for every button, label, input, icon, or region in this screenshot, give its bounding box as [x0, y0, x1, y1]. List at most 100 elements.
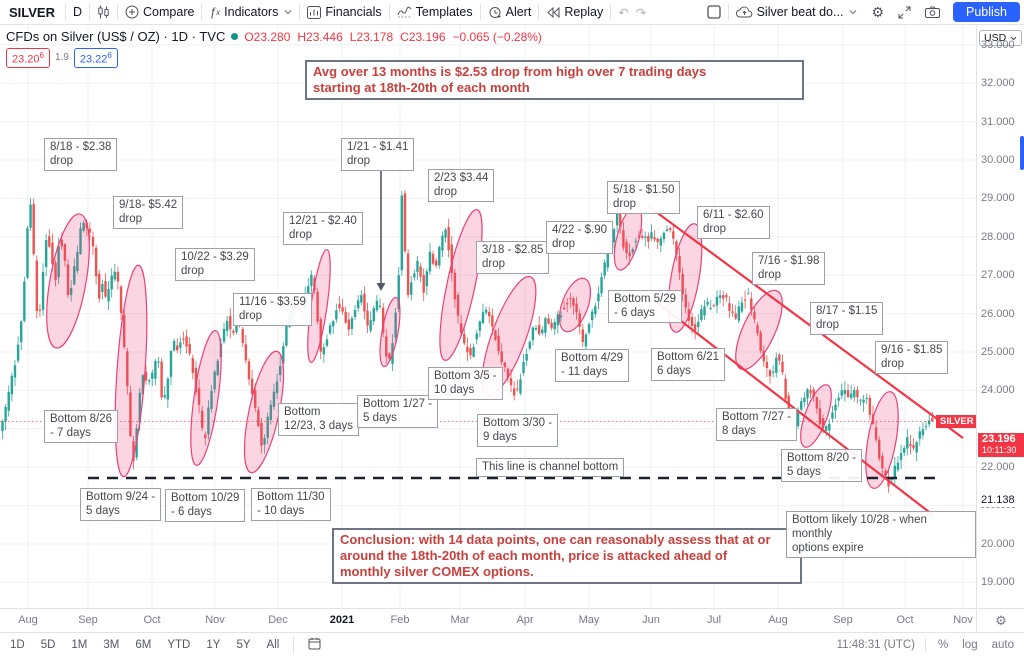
range-button-1y[interactable]: 1Y — [206, 639, 221, 651]
divider — [117, 4, 119, 20]
range-button-5d[interactable]: 5D — [40, 639, 56, 651]
percent-scale-button[interactable]: % — [938, 639, 949, 651]
divider — [925, 638, 927, 652]
layout-select-button[interactable] — [700, 0, 728, 24]
log-scale-button[interactable]: log — [962, 639, 978, 651]
divider — [89, 4, 91, 20]
auto-scale-button[interactable]: auto — [991, 639, 1014, 651]
chart-annotation[interactable]: Avg over 13 months is $2.53 drop from hi… — [305, 60, 804, 100]
rewind-icon — [547, 6, 560, 18]
bar-countdown: 10:11:30 — [982, 445, 1017, 455]
chart-annotation[interactable]: 9/18- $5.42 drop — [113, 196, 184, 229]
compare-button[interactable]: Compare — [118, 0, 201, 24]
replay-button[interactable]: Replay — [539, 0, 610, 24]
drop-ellipse[interactable] — [38, 211, 97, 351]
range-button-ytd[interactable]: YTD — [167, 639, 191, 651]
chart-annotation[interactable]: 11/16 - $3.59 drop — [233, 293, 312, 326]
interval-button[interactable]: D — [73, 5, 83, 19]
financials-button[interactable]: Financials — [300, 0, 388, 24]
chart-annotation[interactable]: 1/21 - $1.41 drop — [341, 138, 415, 171]
currency-selector[interactable]: USD — [979, 30, 1023, 46]
chart-annotation[interactable]: Bottom likely 10/28 - when monthly optio… — [786, 511, 976, 558]
range-button-1m[interactable]: 1M — [71, 639, 88, 651]
chart-annotation[interactable]: 8/17 - $1.15 drop — [810, 302, 884, 335]
chart-pane[interactable]: Avg over 13 months is $2.53 drop from hi… — [0, 0, 976, 608]
chart-annotation[interactable]: Bottom 3/5 - 10 days — [428, 367, 503, 400]
drop-ellipse[interactable] — [376, 296, 404, 368]
bar-chart-icon — [307, 5, 322, 19]
chart-annotation[interactable]: Bottom 11/30 - 10 days — [251, 488, 331, 521]
price-axis-label: 25.000 — [981, 346, 1015, 358]
chart-annotation[interactable]: Bottom 6/21 6 days — [651, 348, 726, 381]
drop-ellipse[interactable] — [794, 381, 837, 451]
drop-ellipse[interactable] — [110, 264, 153, 478]
sell-button[interactable]: 23.206 — [6, 48, 50, 68]
chart-annotation[interactable]: Bottom 3/30 - 9 days — [477, 414, 559, 447]
price-axis-label: 27.000 — [981, 269, 1015, 282]
chart-annotation[interactable]: 3/18 - $2.85 drop — [476, 241, 550, 274]
clock-utc[interactable]: 11:48:31 (UTC) — [836, 639, 916, 651]
symbol-search-button[interactable]: SILVER — [9, 4, 55, 20]
drop-ellipse[interactable] — [860, 389, 905, 490]
chart-annotation[interactable]: This line is channel bottom — [476, 458, 625, 477]
chart-settings-button[interactable]: ⚙ — [871, 3, 884, 20]
range-button-5y[interactable]: 5Y — [236, 639, 251, 651]
market-status-dot[interactable] — [231, 33, 239, 40]
divider — [201, 4, 203, 20]
time-axis-label: Aug — [18, 614, 38, 626]
axis-settings-corner[interactable]: ⚙ — [976, 608, 1024, 633]
scrollbar-thumb[interactable] — [1020, 136, 1024, 170]
time-axis-label: May — [578, 614, 600, 626]
chart-annotation[interactable]: Bottom 5/29 - 6 days — [608, 290, 683, 323]
chart-annotation[interactable]: Bottom 12/23, 3 days — [278, 403, 360, 436]
chart-annotation[interactable]: 6/11 - $2.60 drop — [697, 206, 770, 239]
gear-icon[interactable]: ⚙ — [995, 613, 1007, 628]
chart-annotation[interactable]: 7/16 - $1.98 drop — [752, 252, 826, 285]
drop-ellipse[interactable] — [553, 274, 597, 336]
chart-annotation[interactable]: Bottom 8/26 - 7 days — [44, 410, 119, 443]
chart-annotation[interactable]: 10/22 - $3.29 drop — [175, 248, 255, 281]
fullscreen-button[interactable] — [891, 0, 918, 24]
undo-button[interactable]: ↶ — [618, 5, 629, 20]
price-chart[interactable] — [0, 0, 976, 608]
chevron-down-icon — [850, 10, 857, 15]
drop-ellipse[interactable] — [726, 284, 791, 375]
time-axis-label: Dec — [268, 614, 288, 626]
chart-annotation[interactable]: Bottom 8/20 - 5 days — [781, 449, 863, 482]
redo-button[interactable]: ↷ — [635, 5, 647, 20]
low-value: L23.178 — [349, 29, 394, 44]
chart-annotation[interactable]: Bottom 10/29 - 6 days — [165, 489, 246, 522]
range-button-1d[interactable]: 1D — [10, 639, 25, 651]
price-axis[interactable]: USD 23.196 10:11:30 33.000 32.000 31.000 30… — [976, 24, 1024, 608]
chart-annotation[interactable]: Conclusion: with 14 data points, one can… — [332, 528, 802, 584]
range-button-6m[interactable]: 6M — [135, 639, 152, 651]
go-to-date-button[interactable] — [300, 635, 329, 655]
time-axis[interactable]: Aug Sep Oct Nov Dec 2021 Feb Mar Apr May Jun Jul Aug… — [0, 608, 976, 633]
range-button-3m[interactable]: 3M — [103, 639, 120, 651]
chart-annotation[interactable]: 9/16 - $1.85 drop — [875, 341, 949, 374]
chart-annotation[interactable]: Bottom 7/27 - 8 days — [716, 408, 798, 441]
drop-ellipses[interactable] — [38, 203, 904, 490]
screenshot-button[interactable] — [918, 0, 947, 24]
chart-annotation[interactable]: Bottom 9/24 - 5 days — [80, 488, 162, 521]
buy-button[interactable]: 23.226 — [73, 48, 118, 68]
save-layout-button[interactable]: Silver beat do... — [729, 0, 865, 24]
symbol-title[interactable]: CFDs on Silver (US$ / OZ) · 1D · TVC — [6, 29, 226, 44]
publish-button[interactable]: Publish — [953, 2, 1020, 22]
alert-button[interactable]: Alert — [481, 0, 539, 24]
chart-annotation[interactable]: Bottom 1/27 - 5 days — [357, 395, 439, 428]
range-button-all[interactable]: All — [266, 639, 280, 651]
chart-annotation[interactable]: 12/21 - $2.40 drop — [283, 212, 363, 245]
chart-annotation[interactable]: 4/22 - $.90 drop — [546, 221, 613, 254]
drop-ellipse[interactable] — [185, 329, 228, 467]
chart-annotation[interactable]: 2/23 $3.44 drop — [428, 169, 495, 202]
chart-annotation[interactable]: 8/18 - $2.38 drop — [44, 138, 118, 171]
chart-annotation[interactable]: 5/18 - $1.50 drop — [607, 181, 681, 214]
drop-ellipse[interactable] — [431, 207, 490, 363]
templates-button[interactable]: Templates — [390, 0, 480, 24]
trend-line[interactable] — [647, 205, 964, 439]
chart-type-button[interactable] — [90, 0, 117, 24]
chart-annotation[interactable]: Bottom 4/29 - 11 days — [555, 349, 630, 382]
